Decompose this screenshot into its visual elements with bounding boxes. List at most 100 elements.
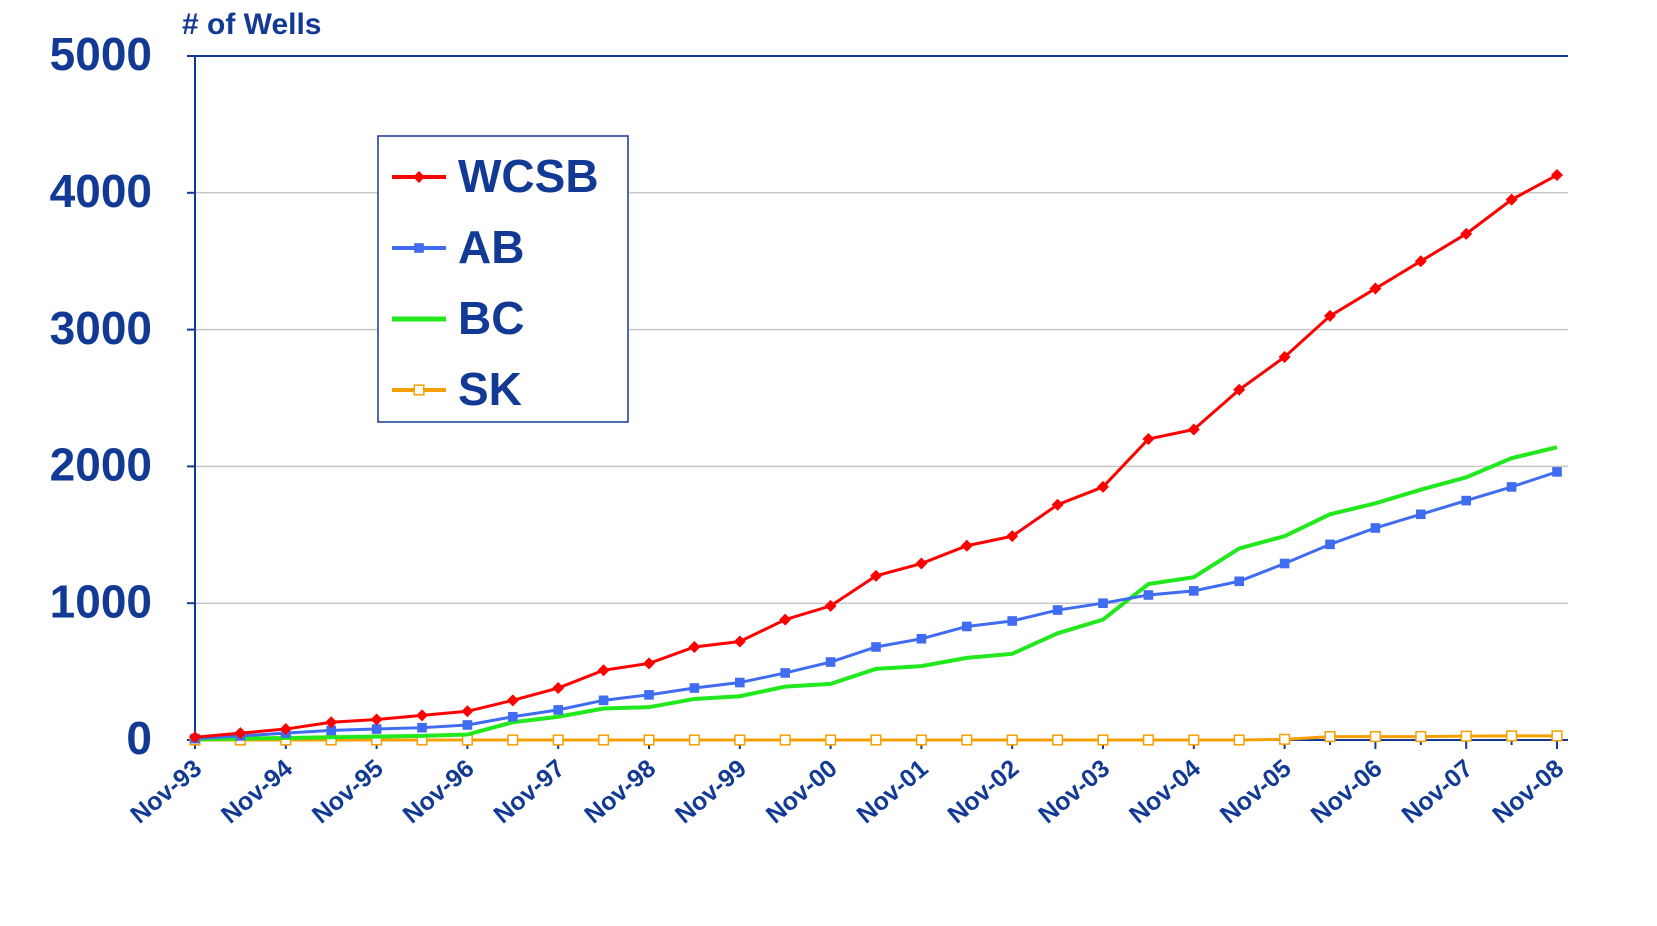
point-marker bbox=[824, 599, 837, 612]
point-marker bbox=[870, 734, 882, 746]
point-marker bbox=[1369, 282, 1382, 295]
y-tick-label: 1000 bbox=[50, 575, 152, 627]
point-marker bbox=[961, 734, 973, 746]
x-tick-label: Nov-94 bbox=[216, 754, 298, 829]
point-marker bbox=[597, 664, 610, 677]
x-tick-label: Nov-05 bbox=[1215, 754, 1297, 829]
point-marker bbox=[779, 734, 791, 746]
legend-label: WCSB bbox=[458, 150, 599, 202]
series-line bbox=[194, 445, 1558, 742]
point-marker bbox=[1098, 598, 1108, 608]
point-marker bbox=[1097, 734, 1109, 746]
point-marker bbox=[643, 657, 655, 670]
series-line bbox=[194, 470, 1558, 741]
point-marker bbox=[1506, 482, 1517, 492]
point-marker bbox=[1552, 467, 1562, 477]
legend-marker bbox=[413, 384, 425, 396]
point-marker bbox=[1460, 730, 1472, 742]
point-marker bbox=[825, 734, 837, 746]
point-marker bbox=[916, 633, 927, 644]
x-tick-label: Nov-97 bbox=[488, 754, 570, 829]
point-marker bbox=[1006, 734, 1018, 746]
legend-label: SK bbox=[458, 363, 522, 415]
point-marker bbox=[915, 734, 927, 746]
point-marker bbox=[1187, 423, 1200, 436]
point-marker bbox=[870, 569, 882, 582]
point-marker bbox=[552, 682, 565, 695]
point-marker bbox=[915, 557, 928, 570]
point-marker bbox=[960, 539, 973, 552]
point-marker bbox=[189, 731, 201, 744]
x-tick-label: Nov-08 bbox=[1487, 754, 1569, 829]
point-marker bbox=[279, 723, 292, 736]
point-marker bbox=[1142, 734, 1154, 746]
x-tick-label: Nov-98 bbox=[579, 754, 661, 829]
legend-marker bbox=[413, 171, 425, 183]
point-marker bbox=[1188, 734, 1200, 746]
point-marker bbox=[1279, 558, 1290, 569]
point-marker bbox=[1551, 169, 1563, 182]
point-marker bbox=[1505, 193, 1518, 206]
point-marker bbox=[1415, 731, 1427, 743]
x-tick-label: Nov-93 bbox=[125, 754, 207, 829]
x-tick-label: Nov-96 bbox=[398, 754, 480, 829]
y-tick-label: 2000 bbox=[50, 439, 152, 491]
point-marker bbox=[780, 668, 790, 678]
point-marker bbox=[1370, 523, 1381, 533]
y-tick-label: 5000 bbox=[50, 28, 152, 80]
point-marker bbox=[552, 734, 564, 746]
point-marker bbox=[326, 725, 336, 736]
point-marker bbox=[1006, 530, 1019, 543]
point-marker bbox=[643, 734, 655, 746]
point-marker bbox=[825, 657, 836, 667]
x-tick-label: Nov-01 bbox=[852, 754, 934, 829]
point-marker bbox=[644, 690, 654, 700]
y-axis-title: # of Wells bbox=[182, 8, 321, 41]
point-marker bbox=[1324, 309, 1336, 322]
point-marker bbox=[1461, 495, 1471, 506]
point-marker bbox=[234, 727, 247, 740]
y-tick-label: 3000 bbox=[50, 302, 152, 354]
x-tick-label: Nov-07 bbox=[1396, 754, 1478, 829]
y-tick-label: 0 bbox=[126, 712, 152, 764]
point-marker bbox=[734, 734, 746, 746]
point-marker bbox=[325, 716, 338, 729]
point-marker bbox=[1278, 350, 1291, 363]
point-marker bbox=[688, 640, 701, 653]
point-marker bbox=[371, 724, 382, 734]
legend-label: BC bbox=[458, 292, 524, 344]
legend-box bbox=[377, 135, 629, 423]
point-marker bbox=[871, 642, 881, 652]
point-marker bbox=[1234, 576, 1244, 587]
point-marker bbox=[1414, 255, 1427, 268]
point-marker bbox=[1189, 586, 1199, 596]
point-marker bbox=[1551, 730, 1563, 742]
x-tick-label: Nov-04 bbox=[1124, 754, 1206, 829]
point-marker bbox=[416, 709, 428, 722]
point-marker bbox=[370, 713, 383, 726]
point-marker bbox=[1143, 590, 1154, 600]
point-marker bbox=[507, 734, 519, 746]
point-marker bbox=[1416, 509, 1426, 520]
x-tick-label: Nov-06 bbox=[1306, 754, 1388, 829]
point-marker bbox=[779, 613, 792, 626]
point-marker bbox=[417, 722, 427, 733]
point-marker bbox=[1007, 616, 1017, 626]
point-marker bbox=[962, 621, 972, 632]
point-marker bbox=[553, 705, 563, 715]
point-marker bbox=[1052, 605, 1063, 615]
point-marker bbox=[461, 734, 473, 746]
point-marker bbox=[1233, 734, 1245, 746]
point-marker bbox=[461, 705, 474, 718]
point-marker bbox=[1051, 498, 1064, 511]
y-tick-label: 4000 bbox=[50, 165, 152, 217]
point-marker bbox=[1324, 731, 1336, 743]
point-marker bbox=[1506, 730, 1518, 742]
point-marker bbox=[688, 734, 700, 746]
point-marker bbox=[1369, 731, 1381, 743]
point-marker bbox=[598, 734, 610, 746]
point-marker bbox=[733, 635, 746, 648]
point-marker bbox=[1052, 734, 1064, 746]
point-marker bbox=[506, 694, 519, 707]
